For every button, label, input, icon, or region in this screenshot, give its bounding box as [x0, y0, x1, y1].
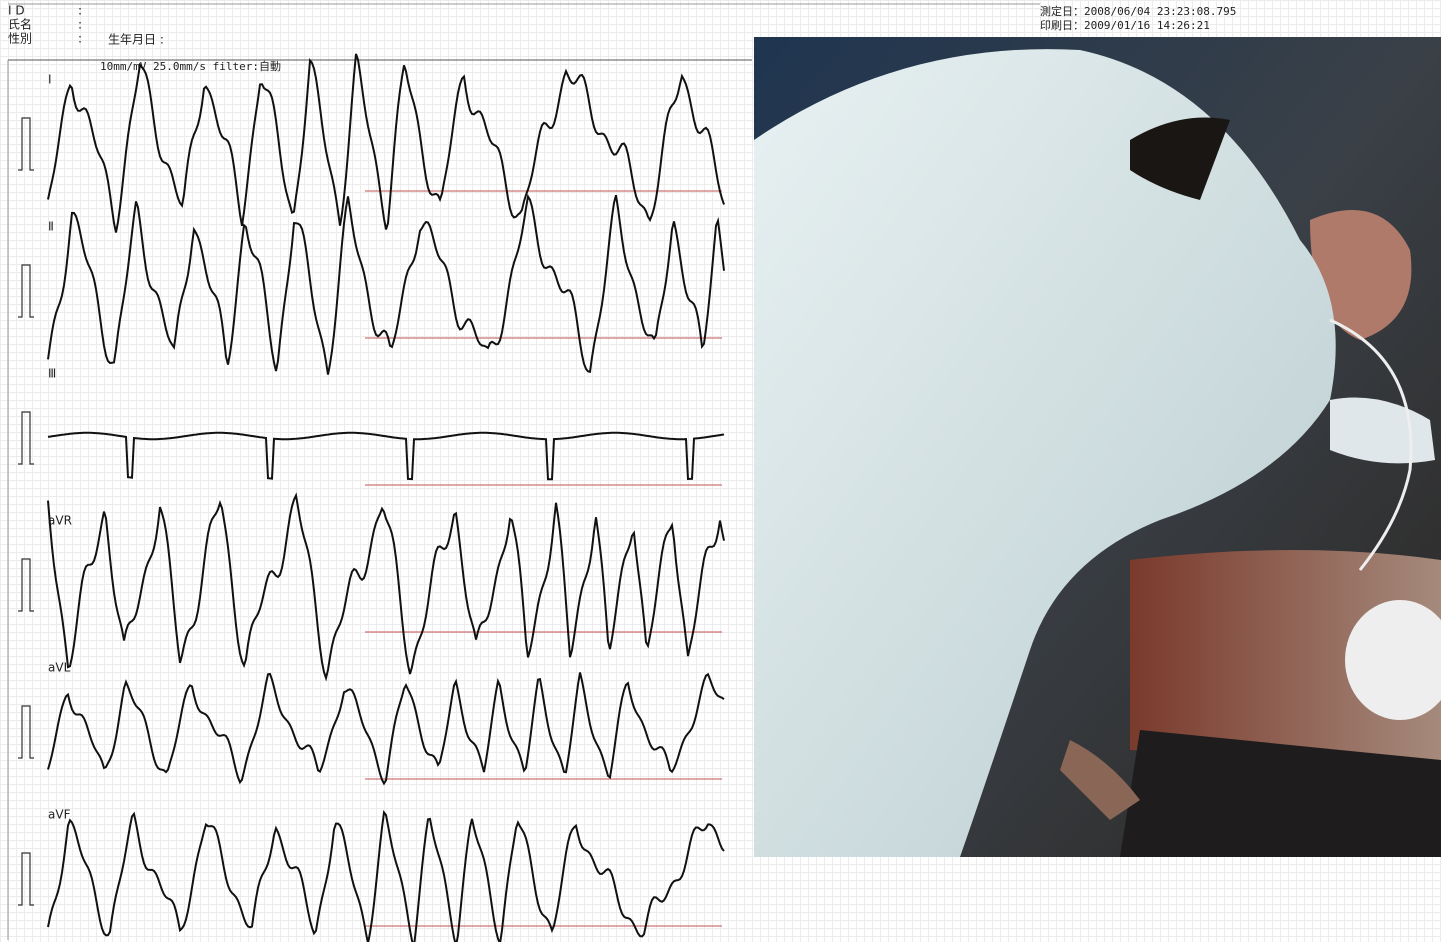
calibration [18, 558, 34, 612]
sex-label: 性別 [8, 32, 32, 46]
id-label: I D [8, 4, 25, 18]
printed-date: 印刷日：2009/01/16 14:26:21 [1040, 19, 1210, 32]
calibration [18, 852, 34, 906]
ecg-trace [47, 809, 725, 942]
patient-torso [1130, 550, 1441, 760]
calibration [18, 264, 34, 318]
pad [1345, 600, 1441, 720]
doctor-coat [754, 49, 1336, 858]
lead-label: aVF [48, 808, 71, 822]
calibration [18, 411, 34, 465]
ecg-trace [47, 431, 725, 481]
doctor-hair [1130, 117, 1230, 200]
lead-label: Ⅰ [48, 73, 52, 87]
settings: 10mm/mV 25.0mm/s filter:自動 [100, 59, 281, 73]
lead-label: Ⅱ [48, 220, 54, 234]
patient-head [1310, 210, 1412, 340]
ecg-trace [47, 193, 725, 375]
lead-label: aVL [48, 661, 71, 675]
ecg-trace [47, 492, 725, 682]
sep: : [78, 18, 82, 32]
trousers [1120, 730, 1441, 857]
lead-label: aVR [48, 514, 72, 528]
cable [1329, 318, 1413, 571]
sep: : [78, 4, 82, 18]
birth-date-label: 生年月日 : [108, 33, 164, 47]
hand [1060, 740, 1140, 820]
calibration [18, 705, 34, 759]
lead-label: Ⅲ [48, 367, 56, 381]
name-label: 氏名 [8, 17, 32, 32]
ecg-trace [47, 672, 725, 786]
sep: : [78, 32, 82, 46]
calibration [18, 117, 34, 171]
ecg-trace [47, 53, 725, 233]
photo [754, 37, 1441, 858]
measured-date: 測定日：2008/06/04 23:23:08.795 [1040, 4, 1236, 18]
